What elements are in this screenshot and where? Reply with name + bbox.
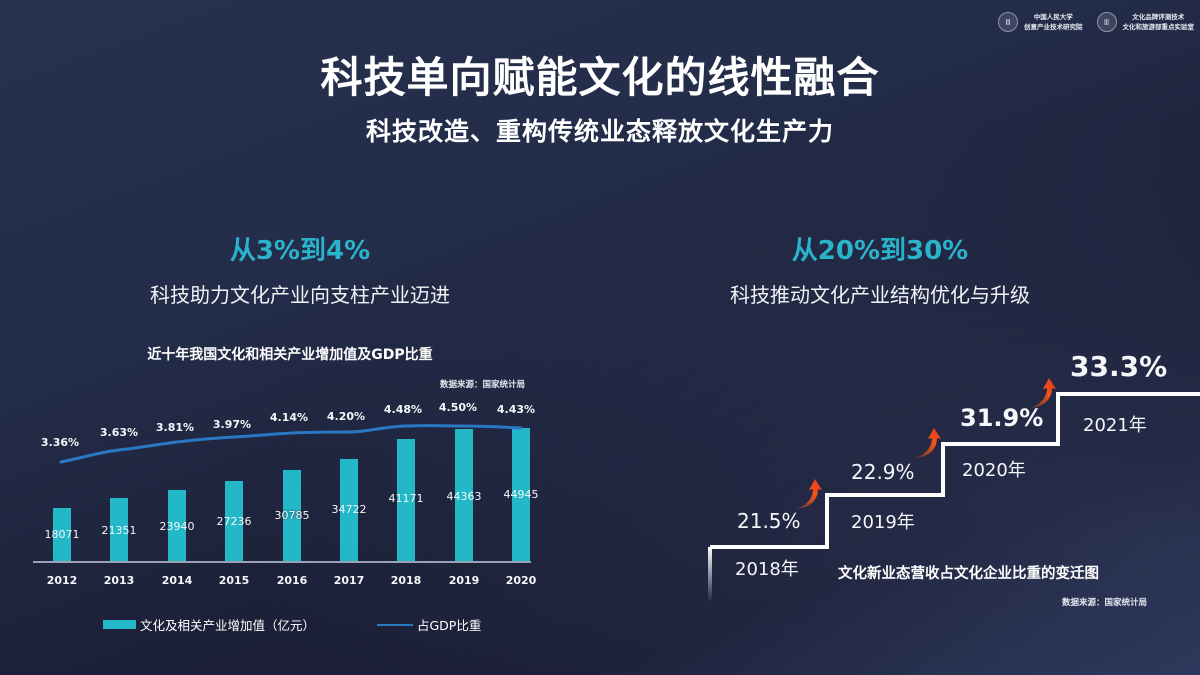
bar-chart-title: 近十年我国文化和相关产业增加值及GDP比重 (147, 347, 433, 363)
x-tick-2020: 2020 (505, 574, 537, 587)
bar-value-2012: 18071 (44, 528, 80, 541)
legend-line: 占GDP比重 (377, 615, 481, 634)
step-value-2018: 21.5% (737, 509, 801, 533)
bar-value-2013: 21351 (101, 524, 137, 537)
legend-bar-swatch (103, 620, 136, 629)
step-year-2019: 2019年 (851, 512, 915, 533)
pct-label-2013: 3.63% (99, 426, 139, 439)
bar-chart-source: 数据来源：国家统计局 (440, 380, 526, 390)
bar-2012 (53, 508, 71, 561)
step-value-2021: 33.3% (1070, 350, 1168, 383)
bar-2018 (397, 439, 415, 561)
pct-label-2019: 4.50% (438, 401, 478, 414)
pct-label-2015: 3.97% (212, 418, 252, 431)
stair-line (710, 392, 1200, 549)
bar-value-2016: 30785 (274, 509, 310, 522)
up-arrow-icon (796, 479, 822, 509)
x-tick-2016: 2016 (276, 574, 308, 587)
legend-line-label: 占GDP比重 (417, 618, 482, 633)
lab-emblem-icon: Ⅲ (1096, 12, 1117, 32)
pct-label-2014: 3.81% (155, 421, 195, 434)
x-tick-2014: 2014 (161, 574, 193, 587)
left-subheadline: 科技助力文化产业向支柱产业迈进 (150, 283, 450, 307)
logo-key-lab: Ⅲ 文化品牌评测技术 文化和旅游部重点实验室 (1096, 12, 1195, 32)
x-tick-2019: 2019 (448, 574, 480, 587)
up-arrow-icon (915, 428, 941, 458)
bar-value-2019: 44363 (446, 490, 482, 503)
bar-2017 (340, 459, 358, 561)
bar-2015 (225, 481, 243, 561)
bar-value-2015: 27236 (216, 515, 252, 528)
stair-left-post (708, 547, 712, 602)
right-subheadline: 科技推动文化产业结构优化与升级 (730, 283, 1030, 307)
step-year-2021: 2021年 (1083, 415, 1147, 436)
x-tick-2015: 2015 (218, 574, 250, 587)
x-tick-2013: 2013 (103, 574, 135, 587)
pct-label-2017: 4.20% (326, 410, 366, 423)
legend-bar: 文化及相关产业增加值（亿元） (103, 615, 315, 634)
page-title: 科技单向赋能文化的线性融合 (320, 53, 880, 102)
bar-value-2014: 23940 (159, 520, 195, 533)
staircase-chart-source: 数据来源：国家统计局 (1062, 598, 1148, 608)
bar-2016 (283, 470, 301, 561)
bar-value-2018: 41171 (388, 492, 424, 505)
bar-2014 (168, 490, 186, 561)
bar-2013 (110, 498, 128, 561)
pct-label-2012: 3.36% (40, 436, 80, 449)
bar-value-2020: 44945 (503, 488, 539, 501)
step-year-2018: 2018年 (735, 559, 799, 580)
bar-value-2017: 34722 (331, 503, 367, 516)
legend-bar-label: 文化及相关产业增加值（亿元） (140, 618, 316, 633)
bar-2019 (455, 429, 473, 561)
right-headline: 从20%到30% (791, 236, 969, 266)
pct-label-2020: 4.43% (496, 403, 536, 416)
bar-2020 (512, 428, 530, 561)
logo-1-line-1: 中国人民大学 (1033, 13, 1073, 21)
step-year-2020: 2020年 (962, 460, 1026, 481)
logo-2-line-2: 文化和旅游部重点实验室 (1122, 23, 1195, 31)
pct-label-2016: 4.14% (269, 411, 309, 424)
left-headline: 从3%到4% (229, 236, 371, 266)
x-tick-2012: 2012 (46, 574, 78, 587)
x-tick-2017: 2017 (333, 574, 365, 587)
legend-line-swatch (377, 623, 413, 626)
staircase-chart-title: 文化新业态营收占文化企业比重的变迁图 (838, 566, 1099, 582)
logo-1-line-2: 创意产业技术研究院 (1024, 23, 1083, 31)
step-value-2019: 22.9% (851, 460, 915, 484)
page-subtitle: 科技改造、重构传统业态释放文化生产力 (365, 117, 834, 146)
pct-label-2018: 4.48% (383, 403, 423, 416)
up-arrow-icon (1030, 378, 1056, 408)
university-emblem-icon: Ⅲ (998, 12, 1018, 32)
header-logos: Ⅲ 中国人民大学 创意产业技术研究院 Ⅲ 文化品牌评测技术 文化和旅游部重点实验… (998, 12, 1194, 32)
step-value-2020: 31.9% (960, 404, 1044, 432)
logo-renmin-university: Ⅲ 中国人民大学 创意产业技术研究院 (998, 12, 1083, 32)
x-tick-2018: 2018 (390, 574, 422, 587)
x-axis-line (33, 561, 531, 563)
logo-2-line-1: 文化品牌评测技术 (1132, 13, 1185, 21)
